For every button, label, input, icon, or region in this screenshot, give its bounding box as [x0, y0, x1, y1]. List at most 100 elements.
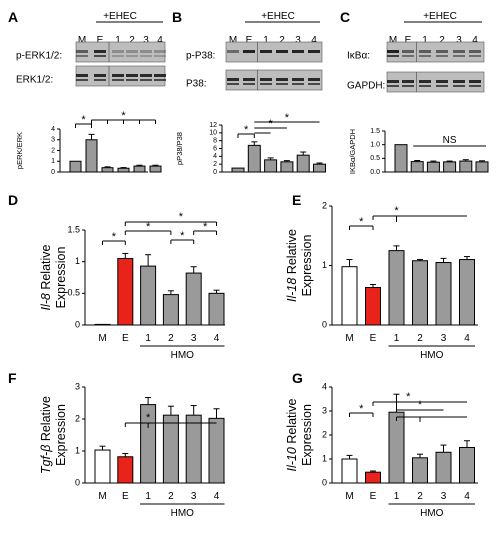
bar	[185, 272, 202, 326]
blot-band	[453, 55, 465, 57]
y-tick-label: 6	[213, 145, 217, 152]
bar	[101, 167, 114, 173]
bar	[140, 265, 157, 326]
blot-band	[292, 50, 304, 53]
x-tick-label: E	[122, 333, 129, 344]
sig-star: *	[394, 205, 399, 217]
blot-band	[154, 55, 166, 57]
blot-band	[112, 50, 124, 53]
x-tick-label: 2	[417, 333, 423, 344]
blot-row-label: p-ERK1/2:	[16, 51, 62, 62]
blot-band	[94, 79, 106, 81]
blot-band	[387, 55, 399, 57]
y-tick-label: 4	[51, 126, 55, 133]
x-tick-label: M	[98, 333, 106, 344]
y-tick-label: 0.0	[370, 169, 380, 176]
y-axis-label-rest: Relative	[285, 398, 299, 447]
blot-band	[140, 50, 152, 53]
blot-band	[126, 74, 138, 77]
x-tick-label: 4	[464, 491, 470, 502]
blot-band	[260, 83, 272, 85]
x-tick-label: M	[345, 491, 353, 502]
blot-row-label: ERK1/2:	[16, 75, 53, 86]
blot-band	[112, 55, 124, 57]
lane-label: 4	[472, 35, 478, 46]
x-tick-label: M	[345, 333, 353, 344]
gene-name: Il-10	[285, 447, 299, 471]
blot-band	[243, 83, 255, 85]
y-axis-label-line2: Expression	[54, 404, 68, 466]
y-tick-label: 1	[75, 445, 80, 455]
blot-band	[243, 78, 255, 81]
bar	[69, 160, 82, 173]
blot-band	[453, 50, 465, 53]
hmo-label: HMO	[420, 350, 444, 361]
y-tick-label: 10	[209, 130, 217, 137]
y-axis-label: Il-10 Relative	[285, 398, 299, 471]
panel-label-c: C	[340, 9, 350, 25]
ehec-label: +EHEC	[261, 11, 295, 22]
blot-a: +EHEC M E 1 2 3 4 p-ERK1/2: ERK1/2:	[16, 11, 166, 87]
bar	[388, 250, 405, 326]
chart-a: 0 1 2 3 4 pERK/ERK	[15, 126, 162, 176]
y-axis-label: IKBα/GAPDH	[348, 129, 357, 174]
x-tick-label: M	[98, 491, 106, 502]
blot-band	[292, 78, 304, 81]
blot-c: +EHEC M E 1 2 3 4 IκBα: GAPDH:	[347, 11, 485, 93]
y-tick-label: 3	[322, 405, 327, 415]
y-axis-label-line2: Expression	[54, 247, 68, 309]
y-axis-label-line2: Expression	[300, 404, 314, 466]
blot-b: +EHEC M E 1 2 3 4 p-P38: P38:	[186, 11, 323, 91]
lane-label: 2	[129, 35, 135, 46]
bar	[185, 414, 202, 484]
bar	[149, 165, 162, 173]
lane-label: 3	[143, 35, 149, 46]
x-tick-label: 2	[168, 491, 174, 502]
bar	[459, 160, 473, 173]
bar	[388, 411, 405, 484]
hmo-label: HMO	[171, 508, 195, 519]
sig-star: *	[418, 399, 423, 411]
blot-band	[308, 83, 320, 85]
y-tick-label: 2	[213, 161, 217, 168]
blot-band	[227, 83, 239, 85]
panel-label-b: B	[172, 9, 182, 25]
sig-star: *	[81, 114, 86, 126]
sig-star: *	[285, 112, 290, 124]
blot-band	[436, 85, 448, 87]
blot-band	[112, 79, 124, 81]
y-tick-label: 0	[213, 169, 217, 176]
bar	[296, 154, 310, 173]
sig-star: *	[268, 118, 273, 130]
blot-band	[76, 74, 88, 77]
sig-star: *	[203, 221, 208, 233]
blot-band	[76, 55, 88, 57]
ns-label: NS	[443, 135, 457, 146]
bar	[459, 259, 475, 326]
blot-band	[402, 80, 414, 83]
blot-row-label: P38:	[186, 79, 207, 90]
y-tick-label: 1	[51, 158, 55, 165]
bar	[280, 161, 294, 173]
blot-band	[154, 74, 166, 77]
blot-band	[126, 55, 138, 57]
y-tick-label: 4	[322, 381, 327, 391]
panel-label-d: D	[8, 192, 18, 208]
y-axis-label: Il-8 Relative	[39, 244, 53, 310]
bar	[231, 167, 245, 173]
y-tick-label: 1.5	[67, 224, 80, 234]
blot-band	[292, 83, 304, 85]
y-tick-label: 2	[51, 147, 55, 154]
bar	[94, 323, 111, 326]
lane-label: M	[389, 35, 397, 46]
y-axis-label-rest: Relative	[39, 396, 53, 445]
bar	[162, 294, 179, 326]
blot-band	[419, 80, 431, 83]
blot-band	[453, 80, 465, 83]
blot-band	[419, 55, 431, 57]
blot-band	[308, 50, 320, 53]
sig-star: *	[244, 124, 249, 136]
blot-band	[126, 50, 138, 53]
